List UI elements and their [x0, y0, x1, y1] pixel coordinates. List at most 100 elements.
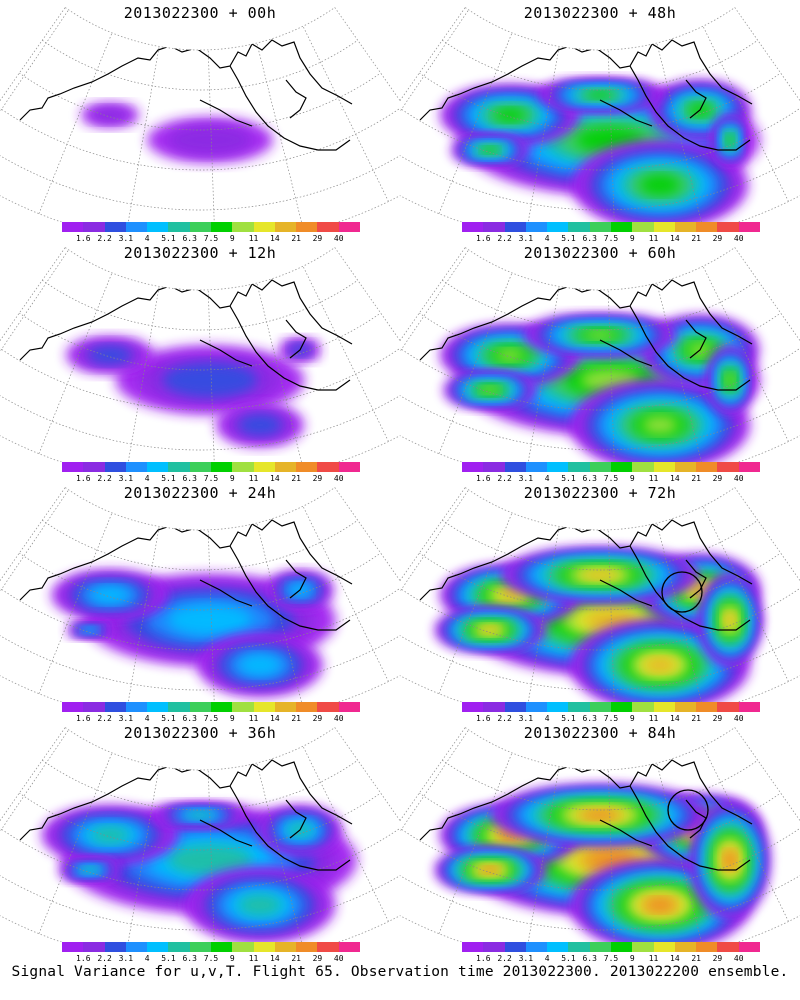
colorbar-swatch	[696, 942, 718, 952]
colorbar-swatch	[189, 462, 211, 472]
panel-title: 2013022300 + 12h	[123, 244, 277, 262]
colorbar-label: 14	[670, 234, 680, 243]
map-panel: 2013022300 + 00h 1.6 2.2 3.1 4 5.1 6.3 7.5 9 11 14…	[0, 0, 400, 250]
colorbar-swatch	[568, 222, 590, 232]
map-plot	[400, 486, 800, 702]
colorbar-label: 6.3	[182, 474, 197, 483]
colorbar-swatch	[674, 702, 697, 712]
colorbar-swatch	[547, 702, 569, 712]
colorbar-swatch	[632, 942, 654, 952]
colorbar-swatch	[589, 942, 611, 952]
panel-title: 2013022300 + 60h	[523, 244, 677, 262]
colorbar-label: 21	[291, 954, 301, 963]
variance-contour	[725, 373, 735, 387]
variance-contour	[90, 106, 130, 124]
panel-title: 2013022300 + 84h	[523, 724, 677, 742]
colorbar-swatch	[525, 462, 548, 472]
map-boundary	[0, 486, 400, 702]
variance-contour	[586, 851, 634, 869]
variance-contour	[90, 826, 130, 844]
colorbar-swatch	[738, 942, 760, 952]
colorbar-label: 14	[270, 474, 280, 483]
colorbar-swatch	[62, 462, 84, 472]
colorbar-label: 6.3	[182, 714, 197, 723]
coastline	[19, 511, 353, 631]
colorbar-label: 21	[691, 714, 701, 723]
colorbar-label: 4	[544, 714, 550, 723]
colorbar-swatch	[253, 942, 275, 952]
map-plot	[400, 246, 800, 462]
observation-circle	[661, 571, 703, 613]
panel-title: 2013022300 + 48h	[523, 4, 677, 22]
colorbar-swatch	[504, 462, 526, 472]
colorbar-swatch	[296, 702, 318, 712]
colorbar-swatch	[696, 702, 718, 712]
colorbar-label: 29	[312, 714, 323, 723]
colorbar-label: 21	[291, 234, 301, 243]
colorbar-label: 4	[144, 234, 150, 243]
colorbar-swatch	[83, 942, 105, 952]
colorbar-swatch	[317, 702, 339, 712]
colorbar-label: 9	[229, 954, 235, 963]
colorbar-swatch	[483, 462, 505, 472]
colorbar: 1.6 2.2 3.1 4 5.1 6.3 7.5 9 11 14 21 29 40	[462, 702, 760, 732]
variance-contour	[583, 570, 617, 580]
colorbar-swatch	[147, 222, 169, 232]
colorbar-swatch	[147, 462, 169, 472]
map-panel: 2013022300 + 60h 1.6 2.2 3.1 4 5.1 6.3 7.5 9 11 14…	[400, 240, 800, 490]
colorbar-label: 29	[712, 954, 723, 963]
variance-field	[80, 102, 273, 164]
colorbar: 1.6 2.2 3.1 4 5.1 6.3 7.5 9 11 14 21 29 40	[462, 942, 760, 972]
variance-contour	[168, 124, 252, 156]
map-boundary	[400, 6, 800, 222]
colorbar-label: 11	[648, 714, 659, 723]
colorbar-swatch	[589, 702, 611, 712]
colorbar-swatch	[462, 942, 484, 952]
colorbar-label: 11	[248, 474, 259, 483]
graticule	[400, 487, 800, 702]
colorbar-label: 14	[270, 714, 280, 723]
colorbar-swatch	[104, 702, 126, 712]
colorbar-swatch	[189, 702, 211, 712]
map-panel: 2013022300 + 12h 1.6 2.2 3.1 4 5.1 6.3 7.5 9 11 14…	[0, 240, 400, 490]
map-plot	[400, 726, 800, 942]
variance-contour	[168, 844, 252, 876]
colorbar-label: 21	[291, 474, 301, 483]
colorbar-swatch	[568, 462, 590, 472]
map-plot	[400, 6, 800, 222]
variance-contour	[186, 811, 214, 819]
variance-field	[440, 78, 760, 222]
colorbar-swatch	[253, 222, 275, 232]
variance-contour	[168, 604, 252, 636]
variance-contour	[237, 413, 283, 437]
colorbar-label: 1.6	[476, 234, 491, 243]
colorbar-label: 29	[312, 234, 323, 243]
colorbar-label: 40	[733, 954, 744, 963]
colorbar-swatch	[210, 942, 233, 952]
colorbar-swatch	[547, 462, 569, 472]
variance-contour	[81, 866, 99, 874]
colorbar-swatch	[83, 462, 105, 472]
colorbar-label: 40	[333, 234, 344, 243]
variance-field	[435, 785, 770, 942]
colorbar-swatch	[717, 942, 739, 952]
colorbar-swatch	[189, 942, 211, 952]
map-plot	[0, 726, 400, 942]
colorbar-label: 5.1	[561, 474, 576, 483]
variance-contour	[724, 612, 736, 628]
variance-contour	[640, 175, 680, 195]
colorbar-swatch	[568, 702, 590, 712]
colorbar-label: 4	[144, 954, 150, 963]
variance-contour	[480, 626, 500, 634]
colorbar-label: 7.5	[603, 234, 619, 243]
colorbar-label: 7.5	[603, 474, 619, 483]
colorbar-swatch	[653, 942, 675, 952]
colorbar-label: 1.6	[476, 954, 491, 963]
colorbar-label: 3.1	[118, 954, 134, 963]
colorbar-label: 9	[229, 714, 235, 723]
map-boundary	[400, 246, 800, 462]
variance-field	[41, 802, 357, 942]
colorbar-label: 29	[712, 234, 723, 243]
colorbar-label: 1.6	[476, 474, 491, 483]
colorbar-swatch	[717, 462, 739, 472]
